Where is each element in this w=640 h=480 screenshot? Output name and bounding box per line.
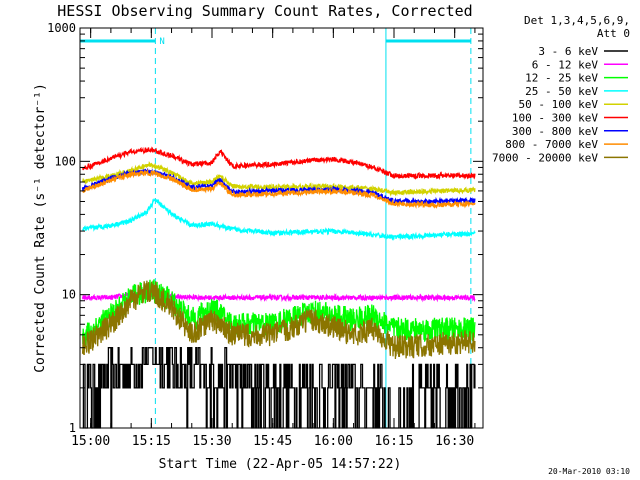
series-line-100-300-kev (82, 146, 476, 181)
night-bar-label: N (159, 37, 164, 47)
plot-frame (79, 27, 484, 429)
plot-area: N 1 10 100 1000 15:00 15:15 15:30 15:45 16:00 16:… (47, 21, 484, 449)
series-line-25-50-kev (82, 198, 476, 241)
legend-label-7000-20000-kev: 7000 - 20000 keV (492, 151, 598, 164)
date-stamp: 20-Mar-2010 03:10 (548, 467, 630, 476)
series-line-3-6-kev (82, 347, 476, 429)
series-layer (81, 146, 476, 429)
series-line-7000-20000-kev (81, 280, 476, 360)
x-tick-label: 16:15 (374, 434, 413, 449)
legend-title-line-2: Att 0 (597, 27, 630, 40)
legend-label-3-6-kev: 3 - 6 keV (538, 45, 598, 58)
x-axis-label: Start Time (22-Apr-05 14:57:22) (159, 457, 402, 472)
series-line-800-7000-kev (82, 168, 476, 209)
legend-title-line-1: Det 1,3,4,5,6,9, (524, 14, 630, 27)
legend-label-800-7000-kev: 800 - 7000 keV (505, 138, 598, 151)
y-tick-label: 1 (69, 421, 76, 435)
x-tick-label: 16:30 (435, 434, 474, 449)
legend-label-100-300-kev: 100 - 300 keV (512, 112, 598, 125)
axes: 1 10 100 1000 15:00 15:15 15:30 15:45 16:00 16:15… (47, 21, 483, 449)
y-axis-label: Corrected Count Rate (s⁻¹ detector⁻¹) (33, 83, 48, 373)
chart-title: HESSI Observing Summary Count Rates, Cor… (57, 2, 472, 20)
x-tick-label: 15:00 (71, 434, 110, 449)
y-tick-label: 1000 (47, 21, 76, 35)
legend-label-300-800-kev: 300 - 800 keV (512, 125, 598, 138)
y-tick-label: 10 (62, 288, 76, 302)
series-line-50-100-kev (81, 160, 476, 197)
x-tick-label: 15:45 (253, 434, 292, 449)
x-tick-label: 15:15 (132, 434, 171, 449)
x-tick-label: 16:00 (314, 434, 353, 449)
x-tick-label: 15:30 (192, 434, 231, 449)
y-tick-label: 100 (54, 154, 76, 168)
legend-label-25-50-kev: 25 - 50 keV (525, 85, 598, 98)
legend-label-6-12-kev: 6 - 12 keV (532, 58, 599, 71)
legend-label-12-25-kev: 12 - 25 keV (525, 72, 598, 85)
legend-label-50-100-kev: 50 - 100 keV (519, 98, 599, 111)
